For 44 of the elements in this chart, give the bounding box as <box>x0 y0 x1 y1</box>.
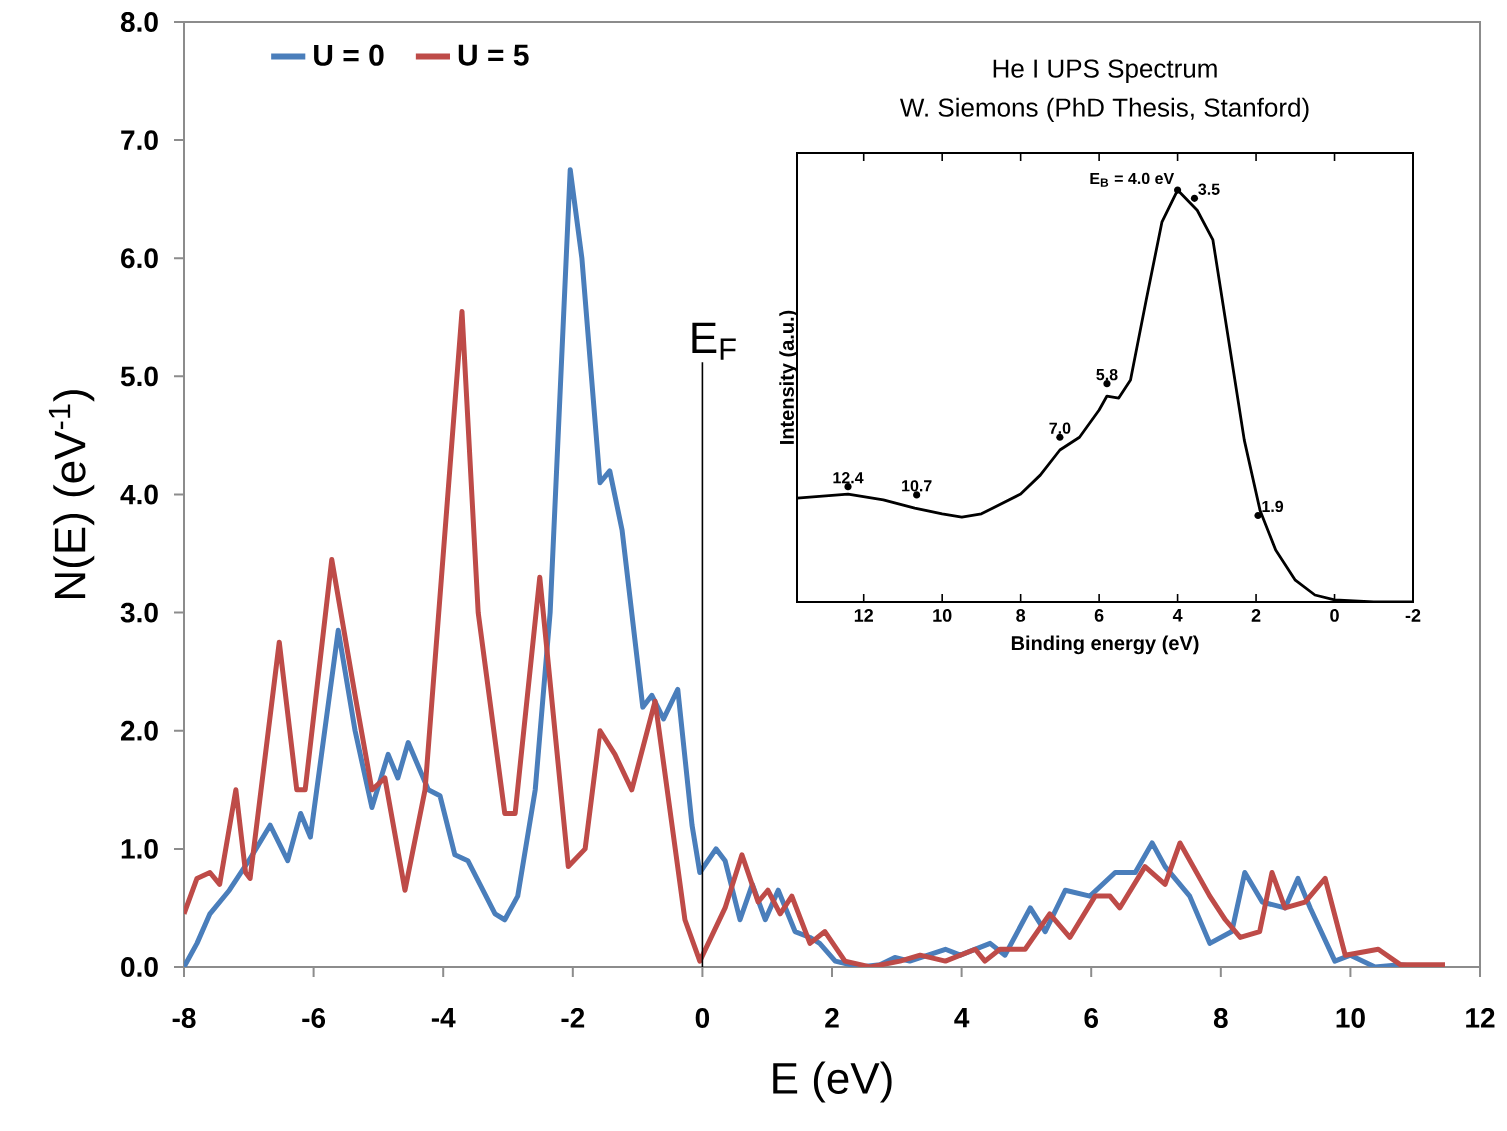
x-tick-label: 6 <box>1094 609 1104 622</box>
x-tick-label: -2 <box>1405 609 1421 622</box>
annotation: E$_{B}$ = 4.0 eV <box>1090 172 1175 187</box>
y-tick-label: 4.0 <box>120 484 158 505</box>
chart-title: He I UPS Spectrum <box>993 59 1217 83</box>
x-tick-label: -4 <box>431 1008 456 1028</box>
x-tick-label: -2 <box>561 1008 585 1028</box>
annotation: 7.0 <box>1049 422 1071 434</box>
x-axis-title: E (eV) <box>773 1061 892 1103</box>
annotation: 5.8 <box>1096 368 1118 381</box>
y-tick-label: 5.0 <box>120 366 158 387</box>
x-tick-label: 12 <box>1466 1008 1495 1028</box>
annotation: 10.7 <box>902 480 932 492</box>
legend-label: U = 5 <box>458 44 529 66</box>
y-tick-label: 2.0 <box>120 720 158 741</box>
chart-subtitle: W. Siemons (PhD Thesis, Stanford) <box>899 97 1309 122</box>
x-tick-label: 0 <box>695 1008 710 1028</box>
x-tick-label: 8 <box>1213 1008 1228 1028</box>
annotation: 1.9 <box>1262 500 1284 513</box>
y-axis-title: Intensity (a.u.) <box>779 310 798 444</box>
x-tick-label: 2 <box>1251 609 1261 622</box>
legend-label: U = 0 <box>314 44 384 66</box>
y-tick-label: 0.0 <box>121 957 158 977</box>
x-tick-label: 4 <box>954 1008 970 1028</box>
x-tick-label: 2 <box>825 1008 839 1028</box>
x-tick-label: 0 <box>1330 609 1339 622</box>
y-tick-label: 1.0 <box>121 838 158 859</box>
x-tick-label: 12 <box>854 609 873 622</box>
ref-line-label: E$_{F}$ <box>692 322 736 360</box>
annotation: 3.5 <box>1198 183 1220 195</box>
y-axis-title: N(E) (eV$^{-1}$) <box>48 390 95 598</box>
annotation: 12.4 <box>833 472 864 484</box>
x-tick-label: 10 <box>1336 1008 1365 1028</box>
y-tick-label: 3.0 <box>120 602 158 623</box>
y-tick-label: 8.0 <box>120 12 158 32</box>
x-tick-label: -8 <box>172 1008 196 1028</box>
x-tick-label: 8 <box>1016 609 1026 622</box>
x-axis-title: Binding energy (eV) <box>1011 635 1199 655</box>
y-tick-label: 7.0 <box>121 130 158 151</box>
x-tick-label: 4 <box>1172 609 1183 622</box>
y-tick-label: 6.0 <box>121 248 158 269</box>
x-tick-label: 6 <box>1084 1008 1098 1028</box>
x-tick-label: -6 <box>302 1008 326 1028</box>
x-tick-label: 10 <box>933 609 952 622</box>
